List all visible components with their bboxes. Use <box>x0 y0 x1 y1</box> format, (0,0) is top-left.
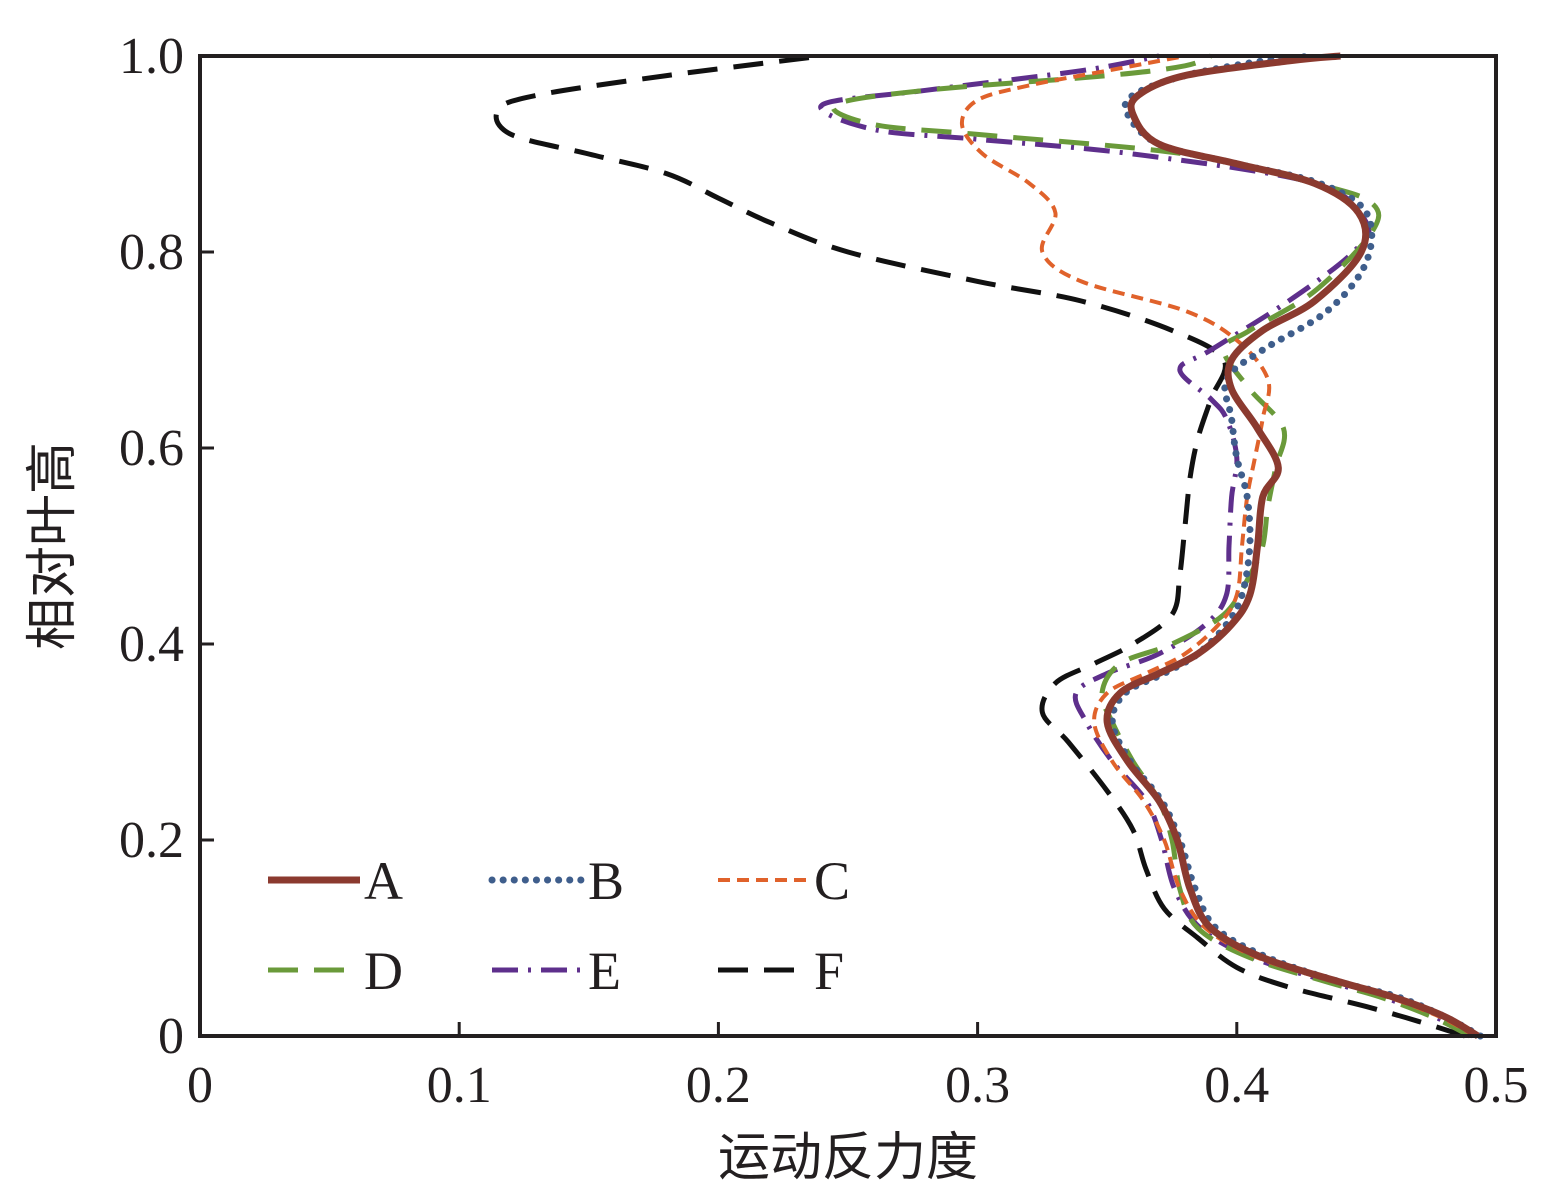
series-line-A <box>1103 52 1480 1040</box>
legend-label-E: E <box>588 941 621 1001</box>
y-tick-label-0: 0 <box>158 1008 184 1065</box>
y-tick-label-3: 0.6 <box>119 420 184 477</box>
series-layer <box>493 52 1484 1040</box>
x-axis-label: 运动反力度 <box>718 1130 978 1187</box>
series-line-F <box>493 53 1466 1039</box>
series-line-D <box>830 53 1472 1039</box>
series-line-C <box>959 54 1477 1038</box>
x-tick-label-2: 0.2 <box>686 1057 751 1114</box>
legend-label-C: C <box>814 851 850 911</box>
labels-layer: 0 0.1 0.2 0.3 0.4 0.5 0 0.2 0.4 0.6 0.8 1.0 <box>119 28 1529 1114</box>
x-tick-label-5: 0.5 <box>1464 1057 1529 1114</box>
plot-frame <box>198 54 1498 1038</box>
legend-label-D: D <box>364 941 403 1001</box>
series-line-B <box>1108 52 1484 1040</box>
y-tick-label-1: 0.2 <box>119 812 184 869</box>
legend-label-B: B <box>588 851 624 911</box>
x-tick-label-3: 0.3 <box>945 1057 1010 1114</box>
ticks-layer <box>198 54 1498 1038</box>
y-tick-label-4: 0.8 <box>119 224 184 281</box>
legend: A B C D E F <box>268 851 850 1001</box>
x-tick-label-0: 0 <box>187 1057 213 1114</box>
legend-label-A: A <box>364 851 403 911</box>
x-tick-label-1: 0.1 <box>427 1057 492 1114</box>
series-line-E <box>818 53 1474 1039</box>
legend-label-F: F <box>814 941 844 1001</box>
y-tick-label-5: 1.0 <box>119 28 184 85</box>
y-axis-label: 相对叶高 <box>25 442 82 650</box>
y-tick-label-2: 0.4 <box>119 616 184 673</box>
x-tick-label-4: 0.4 <box>1204 1057 1269 1114</box>
